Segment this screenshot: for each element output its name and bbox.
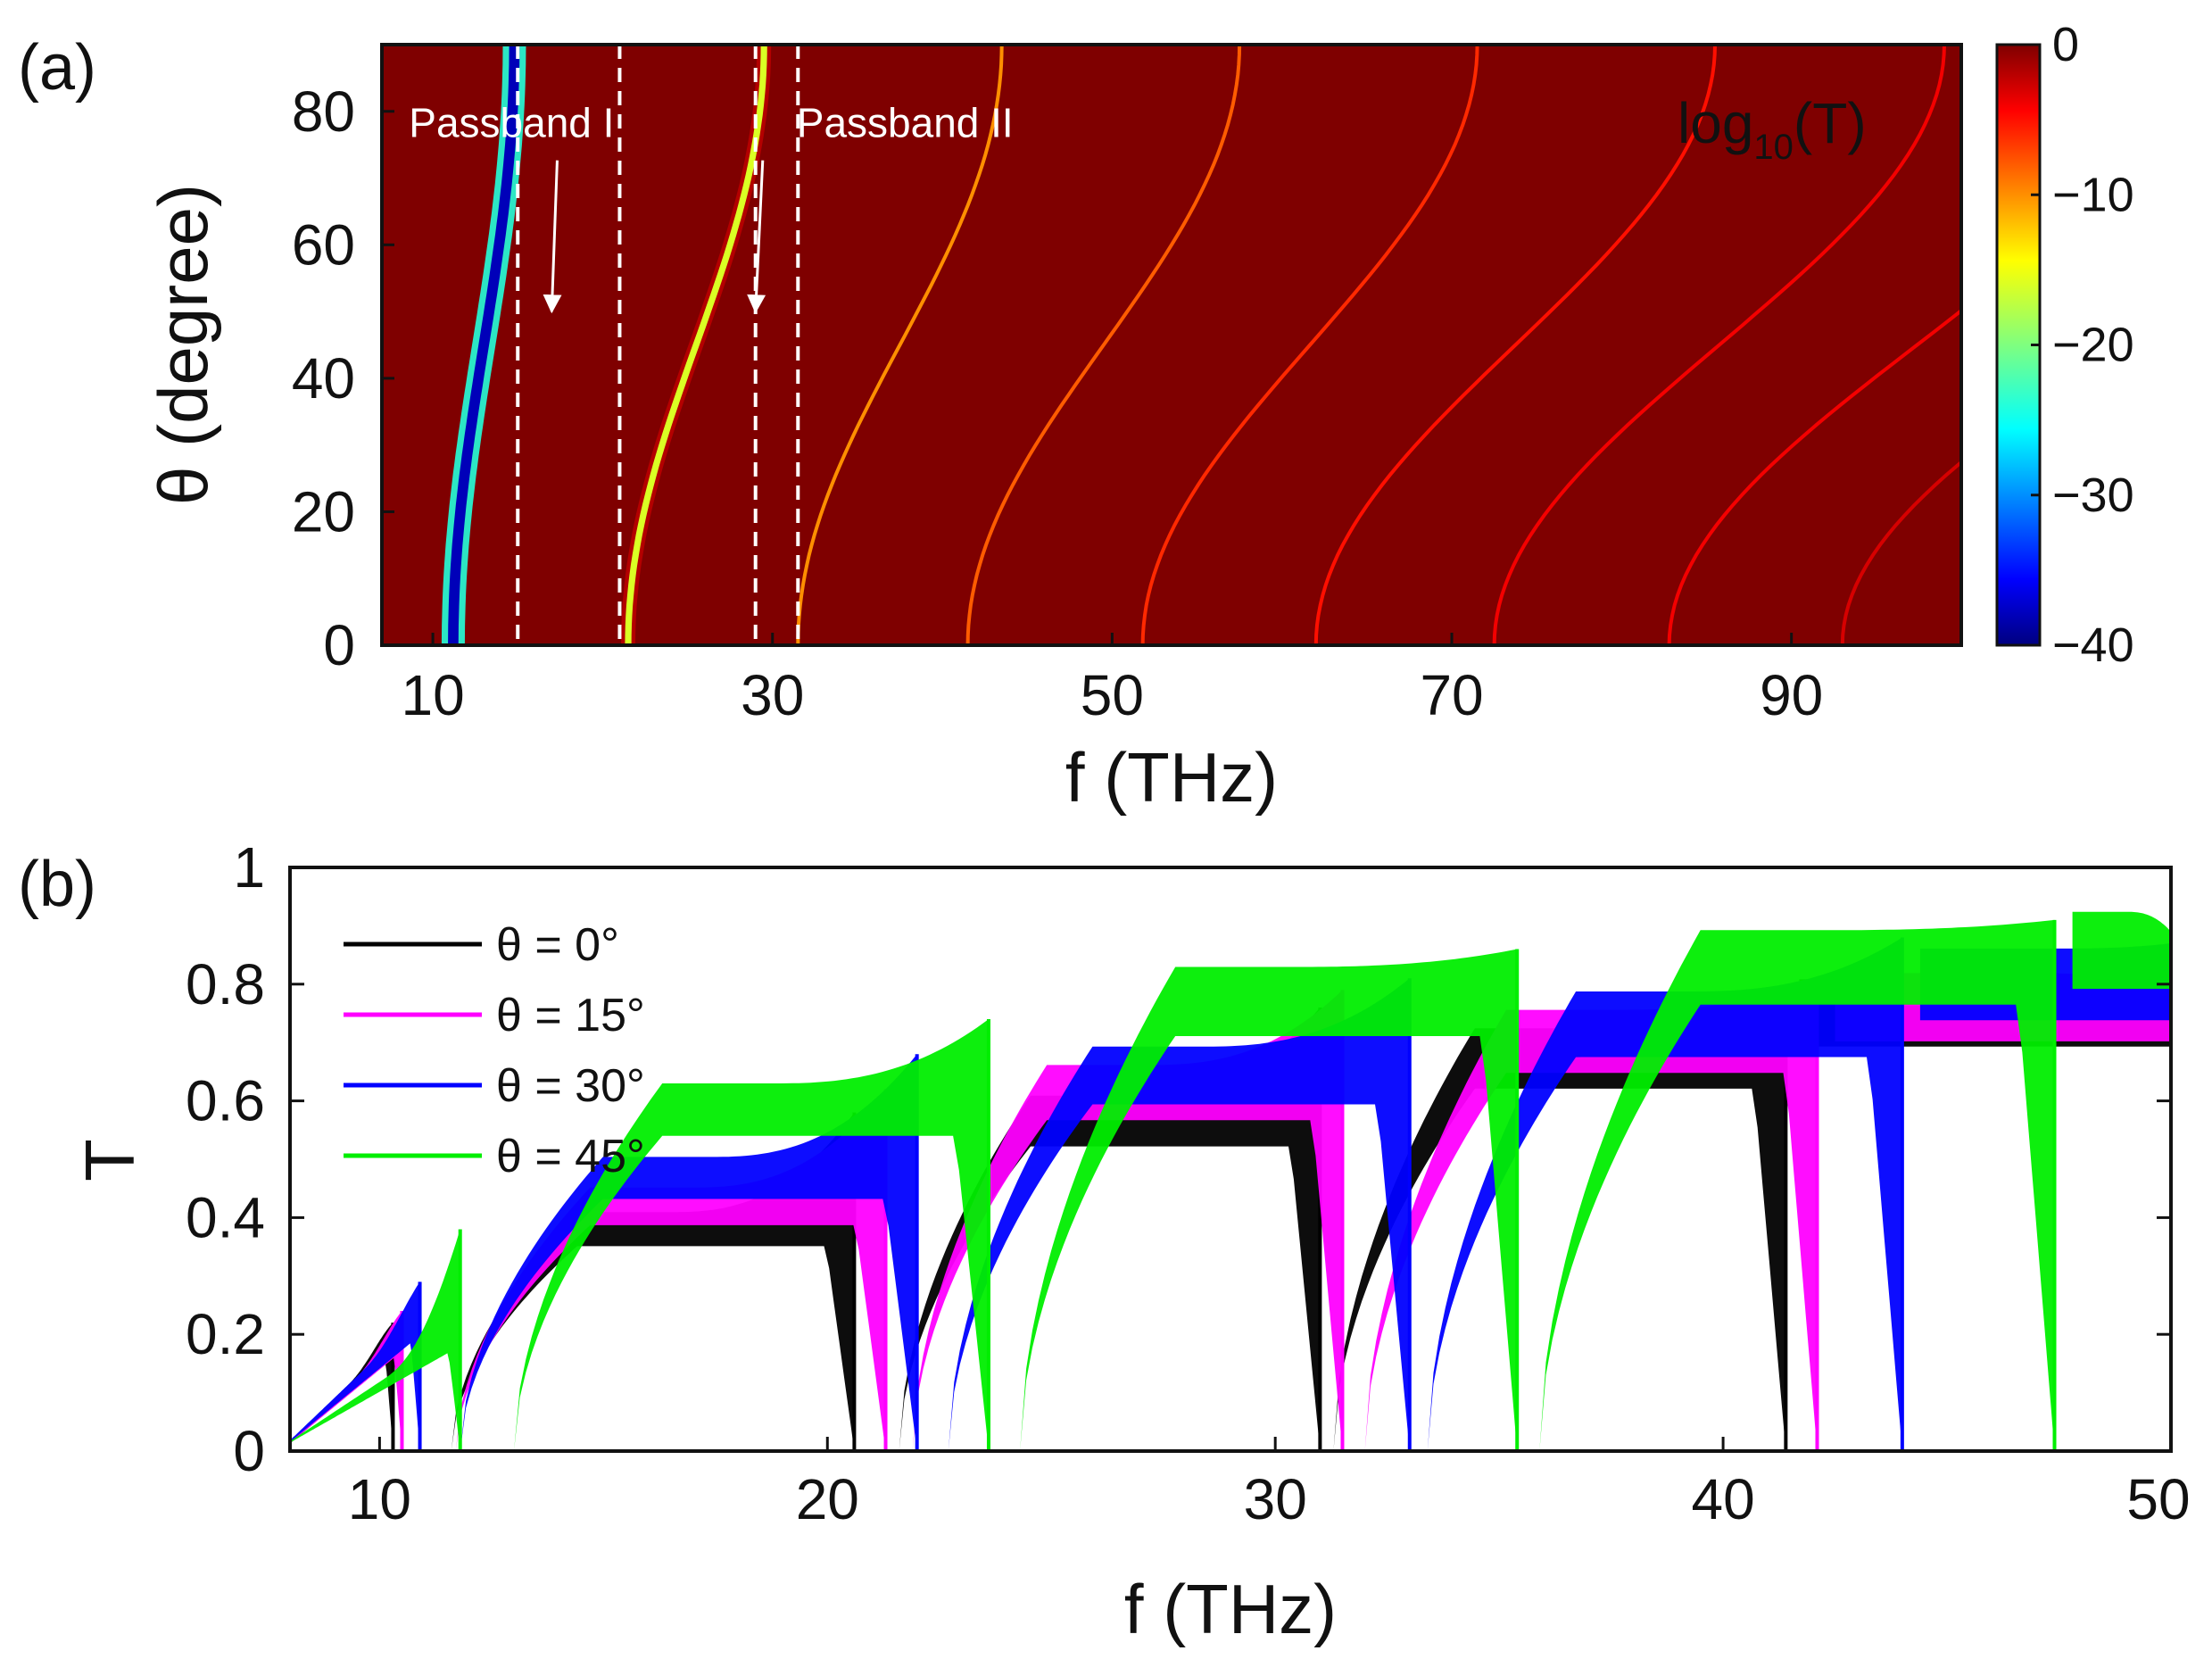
- series-3: [290, 911, 2171, 1451]
- legend-label-3: θ = 45°: [496, 1131, 645, 1182]
- x-tick-label-10: 10: [402, 663, 465, 727]
- series-2-band-2: [460, 1054, 917, 1451]
- y-tick-label-60: 60: [292, 212, 355, 277]
- b-y-tick-label-0.6: 0.6: [186, 1069, 265, 1133]
- series-3-band-3: [1020, 949, 1518, 1451]
- y-tick-label-0: 0: [323, 613, 355, 677]
- passband-dashed-lines: [516, 45, 800, 645]
- mode-curve-3: [796, 45, 1004, 645]
- colorbar-ticks: 0 −10 −20 −30 −40: [2031, 18, 2134, 672]
- b-y-tick-label-0: 0: [233, 1419, 265, 1483]
- series-1-band-3: [912, 990, 1343, 1451]
- series-3-band-5: [2072, 911, 2171, 989]
- y-tick-label-80: 80: [292, 79, 355, 144]
- annotation-arrow-2: [747, 160, 766, 314]
- legend-label-0: θ = 0°: [496, 919, 619, 971]
- x-tick-label-30: 30: [741, 663, 804, 727]
- mode-curve-5: [1140, 45, 1479, 645]
- panel-b-x-ticks: 10 20 30 40 50: [348, 1437, 2191, 1531]
- b-x-tick-label-40: 40: [1692, 1467, 1755, 1531]
- y-tick-label-20: 20: [292, 479, 355, 543]
- panel-b: (b) 10 20 30 40 50 00.20.40.60.81 θ = 0°θ = …: [18, 835, 2191, 1648]
- panel-b-x-axis-label: f (THz): [1124, 1570, 1337, 1648]
- legend-label-2: θ = 30°: [496, 1060, 645, 1112]
- b-x-tick-label-10: 10: [348, 1467, 411, 1531]
- mode-curve-6: [1313, 45, 1717, 645]
- colorbar-tick-label-3: −30: [2052, 469, 2134, 522]
- legend-label-1: θ = 15°: [496, 990, 645, 1041]
- panel-a-frame: [380, 43, 1963, 647]
- colorbar-tick-label-1: −10: [2052, 168, 2134, 221]
- series-3-band-2: [514, 1019, 989, 1451]
- colorbar-tick-label-2: −20: [2052, 319, 2134, 372]
- series-1-band-4: [1364, 983, 1818, 1451]
- series-0-band-4: [1333, 1001, 1786, 1451]
- mode-curve-9: [1840, 460, 1961, 645]
- panel-a-x-axis-label: f (THz): [1065, 738, 1278, 817]
- b-y-tick-label-0.8: 0.8: [186, 952, 265, 1016]
- mode-curve-7: [1492, 45, 1946, 645]
- colorbar-tick-label-4: −40: [2052, 618, 2134, 672]
- heatmap-background: [382, 45, 1961, 645]
- panel-a-x-ticks: 10 30 50 70 90: [402, 633, 1823, 727]
- panel-b-series: [290, 911, 2171, 1451]
- heatmap-mode-curves: [441, 45, 1961, 645]
- mode-curve-4: [965, 45, 1242, 645]
- panel-b-y-axis-label: T: [70, 1139, 149, 1182]
- annotation-text-1: Passband I: [409, 100, 614, 146]
- b-x-tick-label-50: 50: [2126, 1467, 2190, 1531]
- mode-curve-8: [1667, 308, 1961, 645]
- annotation-text-2: Passband II: [797, 100, 1014, 146]
- colorbar: [1995, 43, 2042, 647]
- series-2-band-3: [948, 978, 1410, 1451]
- x-tick-label-70: 70: [1420, 663, 1483, 727]
- panel-a-y-axis-label: θ (degree): [144, 184, 222, 505]
- colorbar-tick-label-0: 0: [2052, 18, 2079, 71]
- panel-b-y-ticks: 0 0.2 0.4 0.6 0.8 1: [186, 835, 2171, 1483]
- passband-annotations: Passband I Passband II: [409, 100, 1014, 314]
- series-2-band-4: [1427, 937, 1902, 1451]
- panel-b-frame: [288, 866, 2173, 1453]
- panel-a-label: (a): [18, 32, 96, 104]
- panel-b-label: (b): [18, 849, 96, 920]
- mode-curve-1: [448, 45, 520, 645]
- b-x-tick-label-30: 30: [1244, 1467, 1307, 1531]
- b-y-tick-label-0.2: 0.2: [186, 1302, 265, 1366]
- panel-a-y-ticks: 0 20 40 60 80: [292, 79, 394, 677]
- b-y-tick-label-0.4: 0.4: [186, 1185, 265, 1249]
- log10-label: log10(T): [1678, 91, 1867, 167]
- series-3-band-4: [1539, 919, 2055, 1451]
- b-y-tick-label-1: 1: [233, 835, 265, 900]
- x-tick-label-50: 50: [1081, 663, 1144, 727]
- legend: θ = 0° θ = 15° θ = 30° θ = 45°: [344, 919, 645, 1182]
- b-x-tick-label-20: 20: [796, 1467, 859, 1531]
- annotation-arrow-1: [543, 160, 562, 314]
- series-3-band-1: [290, 1229, 460, 1451]
- x-tick-label-90: 90: [1760, 663, 1823, 727]
- y-tick-label-40: 40: [292, 346, 355, 411]
- panel-a: (a) Passband I Passband II log10(T) 10 30 5…: [18, 18, 2134, 817]
